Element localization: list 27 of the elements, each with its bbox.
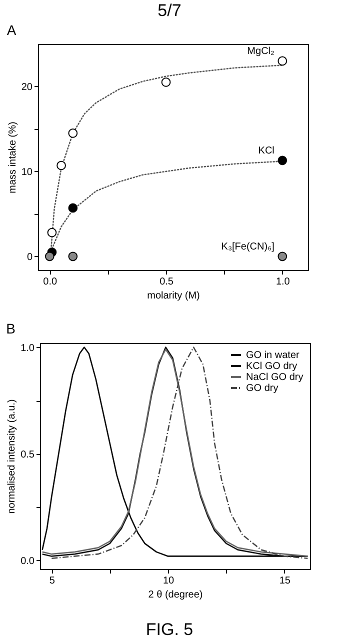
text: 5/7 — [156, 0, 182, 22]
x-tick-label: 0.0 — [43, 276, 58, 288]
y-tick-label: 0.5 — [20, 449, 35, 460]
caption: FIG. 5 — [144, 619, 194, 640]
series-label: KCl — [258, 145, 274, 156]
legend-label: KCl GO dry — [246, 361, 298, 372]
y-tick-label: 20 — [21, 82, 33, 93]
x-tick-label: 10 — [162, 576, 175, 586]
y-tick-label: 0.0 — [20, 556, 35, 567]
x-tick-label: 5 — [49, 576, 56, 586]
series-label: K₃[Fe(CN)₆] — [221, 241, 275, 252]
series-label: MgCl₂ — [247, 46, 275, 57]
y-tick-label: 0 — [26, 252, 33, 263]
y-axis-title: normalised intensity (a.u.) — [6, 399, 18, 514]
x-tick-label: 1.0 — [276, 276, 290, 288]
x-tick-label: 0.5 — [160, 276, 174, 288]
legend-label: NaCl GO dry — [246, 372, 304, 383]
y-tick-label: 10 — [21, 166, 33, 178]
legend-label: GO in water — [246, 350, 300, 361]
y-axis-title: mass intake (%) — [7, 122, 18, 194]
chart-title: A — [6, 22, 17, 38]
x-axis-title: 2 θ (degree) — [148, 590, 203, 600]
x-tick-label: 15 — [279, 576, 291, 586]
chart-title: B — [6, 320, 16, 336]
legend-label: GO dry — [246, 383, 278, 394]
x-axis-title: molarity (M) — [147, 290, 200, 302]
y-tick-label: 1.0 — [20, 342, 35, 354]
